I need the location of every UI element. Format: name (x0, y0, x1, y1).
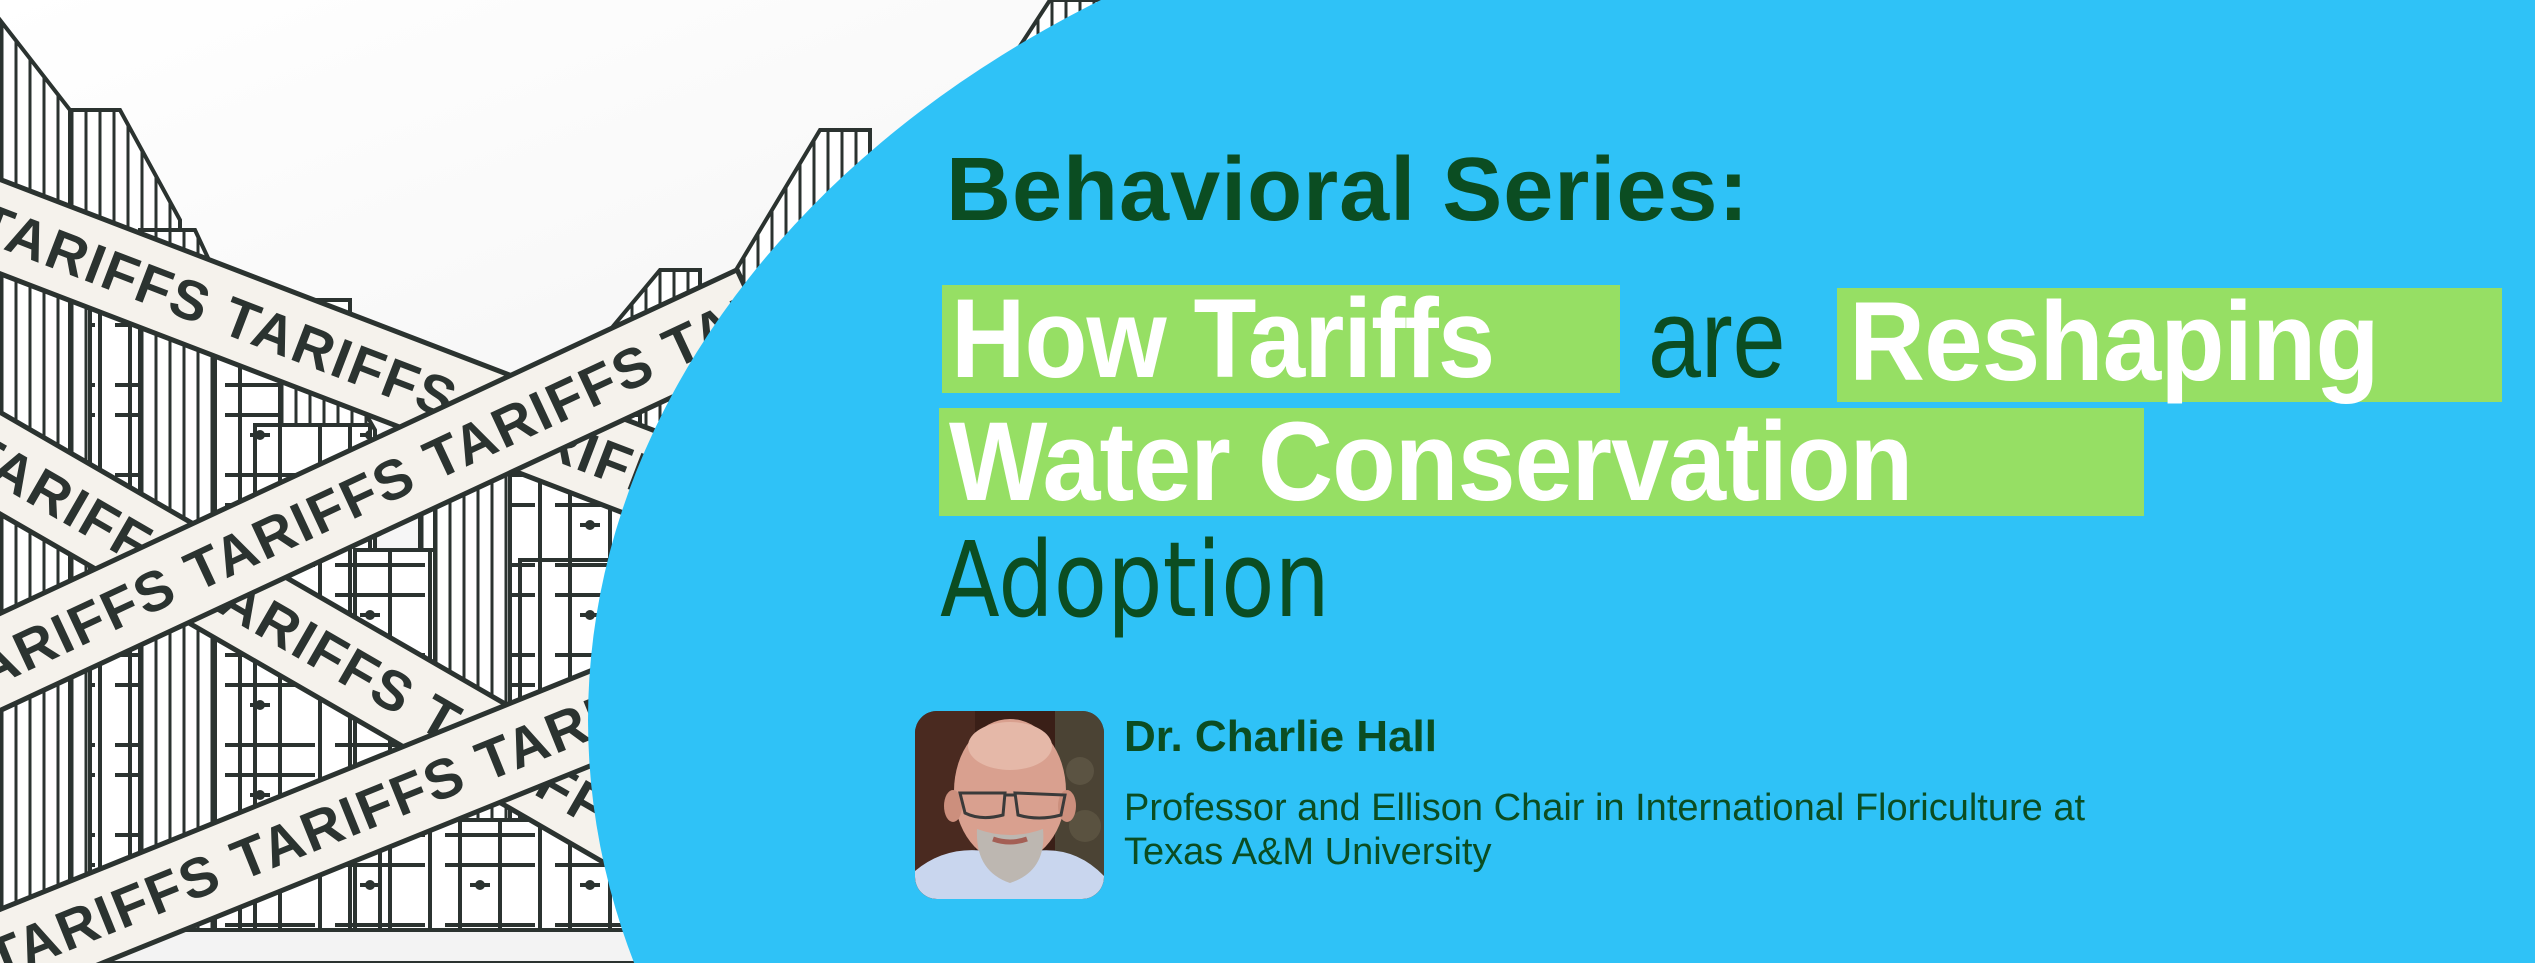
title-connector-word: are (1648, 276, 1810, 401)
series-label: Behavioral Series: (946, 140, 1750, 240)
speaker-name: Dr. Charlie Hall (1124, 712, 1438, 761)
speaker-title-line-1: Professor and Ellison Chair in Internati… (1124, 787, 2086, 829)
title-connector-text: are (1648, 276, 1786, 401)
title-highlight-how-tariffs: How Tariffs (942, 276, 1620, 401)
title-highlight-text: Water Conservation (949, 399, 1913, 524)
title-highlight-water-conservation: Water Conservation (939, 399, 2144, 524)
speaker-portrait-image (915, 711, 1104, 899)
title-plain-text: Adoption (940, 519, 1330, 641)
title-plain-ending: Adoption (940, 520, 1404, 640)
title-highlight-reshaping: Reshaping (1837, 279, 2502, 404)
title-highlight-text: Reshaping (1849, 279, 2380, 404)
speaker-title-line-2: Texas A&M University (1124, 831, 1492, 873)
title-highlight-text: How Tariffs (951, 276, 1495, 401)
speaker-photo (915, 711, 1104, 899)
speaker-title: Professor and Ellison Chair in Internati… (1124, 786, 2344, 874)
